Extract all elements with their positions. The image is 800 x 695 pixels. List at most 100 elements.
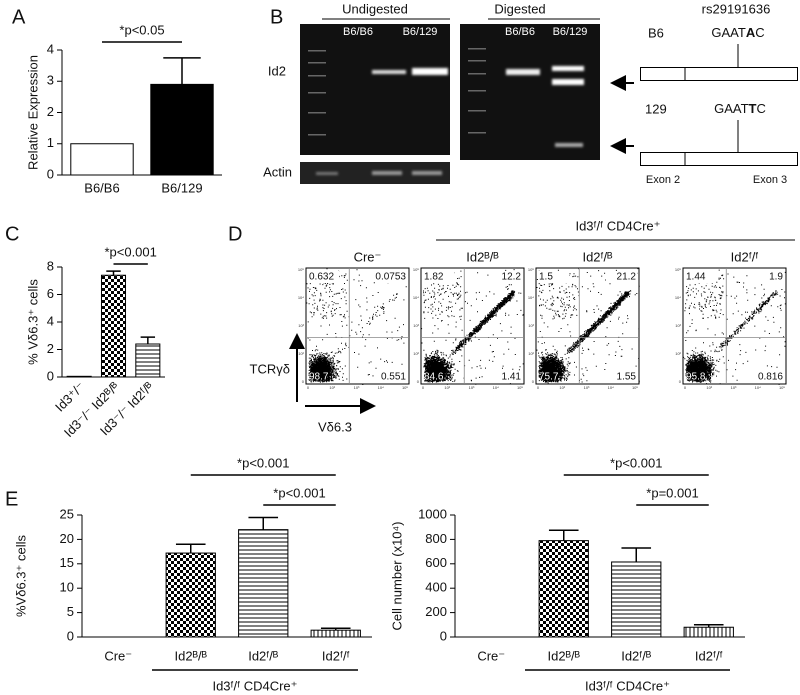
flow-tick-label: 0 [307,385,310,390]
strain: 129 [645,101,667,116]
row-label: Id2 [268,63,286,78]
bar [611,561,662,638]
seq-part: GAAT [711,25,745,40]
dot-cloud [536,268,640,384]
flow-tick-label: 0 [532,379,535,384]
quadrant-value: 1.82 [424,272,444,283]
quadrant-label-bg [753,371,784,383]
x-tick-label: Id2ᴮ/ᴮ [175,648,208,663]
flow-tick-label: 10² [444,385,450,390]
y-axis-label: Relative Expression [25,55,40,170]
y-tick-label: 1000 [418,506,447,521]
y-tick-label: 0 [67,628,74,643]
quadrant-label-bg [685,271,716,283]
y-axis-label: Cell number (x10⁴) [389,522,404,631]
x-tick-label: Id2ᶠ/ᶠ [695,648,723,663]
quadrant-value: 98.7 [309,372,329,383]
flow-tick-label: 10³ [354,385,360,390]
y-tick-label: 0 [47,368,54,383]
quadrant-label-bg [753,271,784,283]
quadrant-value: 0.0753 [375,272,406,283]
sequence: GAATAC [711,25,764,40]
y-tick-label: 10 [60,580,74,595]
quadrant-value: 95.8 [686,372,706,383]
gel [460,24,600,160]
flow-title: Id2ᶠ/ᶠ [731,249,759,264]
seq-part: C [755,25,764,40]
flow-tick-label: 10³ [413,323,419,328]
seq-snp: T [749,101,757,116]
flow-tick-label: 10⁴ [528,295,534,300]
y-tick-label: 8 [47,258,54,273]
flow-title: Cre⁻ [354,249,382,264]
flow-tick-label: 10⁵ [779,385,785,390]
flow-tick-label: 10² [675,351,681,356]
quadrant-value: 1.41 [502,372,522,383]
lane-label: B6/129 [403,26,438,38]
bar [165,552,216,638]
flow-tick-label: 10⁴ [493,385,499,390]
quadrant-value: 1.44 [686,272,706,283]
flow-tick-label: 10⁴ [378,385,384,390]
quadrant-label-bg [606,371,637,383]
y-tick-label: 25 [60,506,74,521]
flow-tick-label: 10⁵ [413,267,419,272]
dot-cloud [421,269,524,385]
panel-label: A [12,6,26,28]
seq-part: GAAT [714,101,748,116]
flow-tick-label: 0 [537,385,540,390]
flow-title: Id2ᶠ/ᴮ [582,249,613,264]
y-tick-label: 15 [60,555,74,570]
panel-label: C [5,223,19,245]
snp-schematic: rs29191636 B6 GAATAC 129 GAATTC Exon 2 E… [640,1,798,186]
y-tick-label: 800 [425,531,447,546]
bar [66,375,92,378]
quadrant-value: 1.5 [539,272,553,283]
y-tick-label: 0 [440,628,447,643]
bar [238,529,289,638]
gel-panel: Undigested Digested B6/B6 B6/129 B6/B6 B… [263,1,634,184]
flow-tick-label: 10³ [731,385,737,390]
annotation: *p<0.001 [237,455,289,470]
x-tick-label: B6/129 [161,180,202,195]
bar [150,83,214,176]
quadrant-value: 0.551 [381,372,406,383]
flow-tick-label: 10⁴ [413,295,419,300]
x-tick-label: Cre⁻ [104,648,132,663]
y-tick-label: 5 [67,604,74,619]
y-axis-label: % Vδ6.3⁺ cells [25,279,40,365]
x-tick-label: Id2ᶠ/ᴮ [621,648,652,663]
flow-tick-label: 0 [417,379,420,384]
exon-label: Exon 2 [646,174,680,186]
quadrant-label-bg [376,371,407,383]
quadrant-label-bg [491,371,522,383]
y-tick-label: 20 [60,531,74,546]
flow-tick-label: 10⁵ [528,267,534,272]
y-tick-label: 4 [47,41,54,56]
gel [300,24,450,155]
quadrant-label-bg [423,271,454,283]
quadrant-label-bg [491,271,522,283]
flow-header: Id3ᶠ/ᶠ CD4Cre⁺ [575,218,660,233]
flow-tick-label: 10³ [469,385,475,390]
quadrant-value: 1.9 [769,272,783,283]
lane-label: B6/129 [553,26,588,38]
quadrant-value: 0.632 [309,272,334,283]
group-label: Id3ᶠ/ᶠ CD4Cre⁺ [585,678,670,693]
flow-tick-label: 0 [422,385,425,390]
flow-tick-label: 10⁵ [675,267,681,272]
bar [100,274,127,378]
y-tick-label: 3 [47,73,54,88]
flow-tick-label: 10⁵ [632,385,638,390]
quadrant-label-bg [376,271,407,283]
gene-box [640,152,798,166]
flow-tick-label: 10⁴ [298,295,304,300]
quadrant-label-bg [538,271,569,283]
annotation: *p<0.001 [610,455,662,470]
flow-tick-label: 10⁴ [675,295,681,300]
gel-group: Digested [494,1,545,16]
seq-snp: A [746,25,756,40]
flow-tick-label: 10⁴ [608,385,614,390]
sequence: GAATTC [714,101,766,116]
dot-cloud [306,268,407,385]
